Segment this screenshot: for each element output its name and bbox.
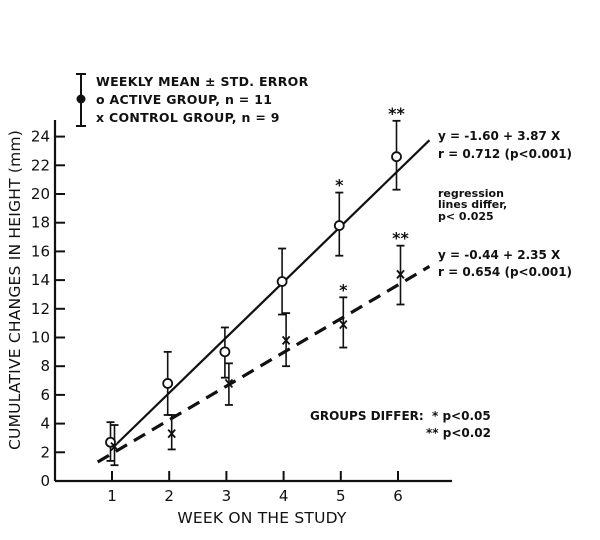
annotations: y = -1.60 + 3.87 X r = 0.712 (p<0.001) r… [310, 129, 572, 440]
y-tick-label: 16 [31, 242, 50, 260]
x-tick-label: 4 [279, 487, 289, 505]
x-ticks: 1 2 3 4 5 6 [107, 471, 403, 505]
axes [53, 120, 452, 483]
y-tick-label: 8 [40, 357, 50, 375]
active-marker [333, 220, 345, 231]
control-marker [110, 441, 119, 452]
y-tick-label: 10 [31, 329, 50, 347]
active-marker [162, 378, 174, 389]
groups-differ-label: GROUPS DIFFER: [310, 409, 424, 423]
y-tick-label: 24 [31, 128, 50, 146]
regression-note-3: p< 0.025 [438, 210, 494, 223]
sig-level-2: ** p<0.02 [426, 426, 491, 440]
y-tick-label: 22 [31, 156, 50, 174]
y-axis-title: CUMULATIVE CHANGES IN HEIGHT (mm) [6, 130, 24, 450]
control-marker [224, 378, 234, 389]
y-tick-label: 20 [31, 185, 50, 203]
x-tick-label: 2 [164, 487, 174, 505]
legend: WEEKLY MEAN ± STD. ERROR o ACTIVE GROUP,… [76, 73, 309, 127]
regression-lines [96, 139, 431, 464]
active-marker [391, 151, 402, 163]
data-markers [105, 151, 405, 452]
y-tick-label: 2 [40, 443, 50, 461]
significance-marks: ****** [335, 104, 409, 300]
y-tick-label: 0 [40, 472, 50, 490]
legend-control: x CONTROL GROUP, n = 9 [96, 110, 280, 125]
active-regression-line [116, 139, 431, 444]
control-equation: y = -0.44 + 2.35 X [438, 248, 561, 262]
x-axis-title: WEEK ON THE STUDY [177, 509, 347, 527]
control-regression-line [96, 265, 431, 464]
control-marker [281, 335, 291, 345]
legend-active: o ACTIVE GROUP, n = 11 [96, 92, 272, 107]
x-tick-label: 3 [222, 487, 232, 505]
significance-star: * [335, 176, 344, 195]
control-marker [339, 319, 348, 330]
significance-star: * [339, 280, 348, 299]
active-marker [276, 276, 288, 287]
control-marker [167, 429, 176, 439]
y-tick-label: 6 [40, 386, 50, 404]
y-tick-label: 14 [31, 271, 50, 289]
control-marker [396, 269, 405, 279]
y-tick-label: 18 [31, 214, 50, 232]
regression-note-1: regression [438, 187, 504, 200]
significance-star: ** [392, 229, 409, 248]
regression-note-2: lines differ, [438, 198, 507, 211]
x-tick-label: 5 [336, 487, 346, 505]
active-r: r = 0.712 (p<0.001) [438, 147, 572, 161]
legend-error-bar-icon [76, 73, 86, 127]
control-r: r = 0.654 (p<0.001) [438, 265, 572, 279]
y-tick-label: 12 [31, 300, 50, 318]
significance-star: ** [388, 104, 405, 123]
y-tick-label: 4 [40, 415, 50, 433]
x-tick-label: 6 [393, 487, 403, 505]
legend-title: WEEKLY MEAN ± STD. ERROR [96, 74, 309, 89]
active-equation: y = -1.60 + 3.87 X [438, 129, 561, 143]
x-tick-label: 1 [107, 487, 117, 505]
active-marker [219, 346, 231, 358]
sig-level-1: * p<0.05 [432, 409, 491, 423]
